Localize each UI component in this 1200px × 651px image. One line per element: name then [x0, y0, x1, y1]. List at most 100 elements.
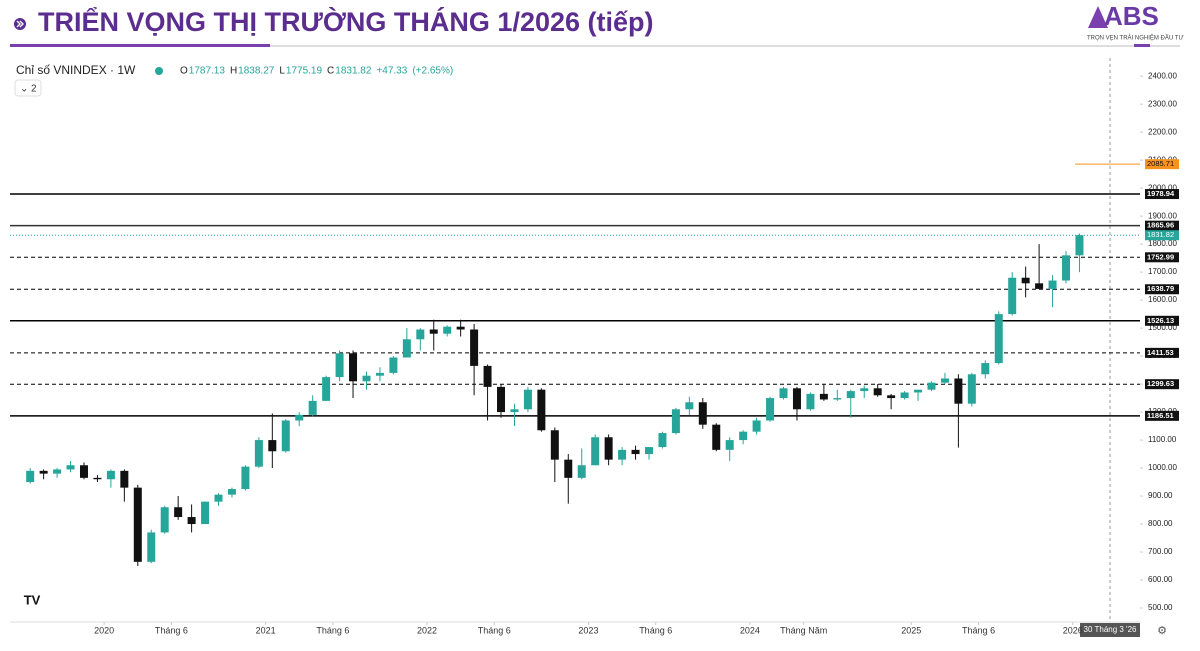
level-label: 1638.79: [1147, 284, 1174, 293]
settings-icon[interactable]: ⚙: [1157, 625, 1167, 637]
tv-logo: TV: [24, 592, 41, 607]
candle-body: [927, 382, 936, 390]
candle-body: [698, 402, 707, 425]
legend-value: 1787.13: [189, 66, 226, 77]
candle-body: [523, 389, 532, 410]
legend-value: (+2.65%): [412, 66, 453, 77]
candle-body: [470, 329, 479, 366]
indicator-toggle[interactable]: [14, 79, 42, 97]
candle-body: [349, 353, 358, 382]
level-label: 1865.96: [1147, 221, 1174, 230]
y-tick-label: 900.00: [1148, 491, 1173, 500]
candle-body: [725, 440, 734, 450]
legend-value: 1775.19: [286, 66, 323, 77]
candle-body: [792, 388, 801, 410]
candle-body: [900, 392, 909, 399]
candle-body: [66, 465, 75, 470]
candle-body: [227, 489, 236, 495]
candle-body: [618, 449, 627, 460]
candle-body: [1048, 280, 1057, 289]
y-tick-label: 1100.00: [1148, 435, 1177, 444]
candle-body: [268, 440, 277, 452]
candle-body: [456, 326, 465, 330]
logo-icon: [1088, 6, 1108, 28]
y-tick-label: 1700.00: [1148, 267, 1177, 276]
candle-body: [577, 465, 586, 478]
indicator-chevron: ⌄: [20, 84, 28, 95]
candle-body: [887, 395, 896, 399]
candle-body: [79, 465, 88, 478]
candle-body: [322, 377, 331, 401]
target-label: 2085.71: [1147, 159, 1174, 168]
candle-body: [685, 402, 694, 410]
candle-body: [133, 487, 142, 562]
last-price-bg: [1145, 230, 1179, 241]
candle-body: [389, 357, 398, 373]
candle-body: [174, 507, 183, 518]
candle-body: [967, 374, 976, 404]
candle-body: [214, 494, 223, 502]
x-tick-label: Tháng 6: [316, 625, 349, 635]
level-label: 1526.13: [1147, 316, 1174, 325]
candle-body: [712, 424, 721, 450]
chart-title: Chỉ số VNINDEX · 1W: [16, 63, 136, 77]
candle-body: [483, 365, 492, 387]
level-label: 1299.63: [1147, 379, 1174, 388]
candle-body: [644, 447, 653, 455]
candle-body: [26, 470, 35, 483]
level-label: 1411.53: [1147, 348, 1174, 357]
level-label: 1752.99: [1147, 252, 1174, 261]
candle-body: [537, 389, 546, 431]
status-dot: [155, 67, 163, 75]
candle-body: [631, 449, 640, 455]
x-tick-label: Tháng 6: [155, 625, 188, 635]
y-tick-label: 600.00: [1148, 575, 1173, 584]
x-tick-label: Tháng 6: [478, 625, 511, 635]
candle-body: [106, 470, 115, 480]
y-tick-label: 2400.00: [1148, 71, 1177, 80]
candle-body: [510, 409, 519, 413]
level-label-bg: [1145, 189, 1179, 200]
y-tick-label: 2300.00: [1148, 99, 1177, 108]
y-tick-label: 1900.00: [1148, 211, 1177, 220]
legend-key: H: [230, 66, 237, 77]
candle-body: [806, 393, 815, 410]
candle-body: [362, 375, 371, 382]
header-accent-right: [1134, 44, 1150, 47]
candle-body: [766, 398, 775, 421]
candle-body: [39, 470, 48, 474]
y-tick-label: 2200.00: [1148, 127, 1177, 136]
header-accent: [10, 44, 270, 47]
candle-body: [308, 400, 317, 415]
level-label: 1186.51: [1147, 411, 1174, 420]
crosshair-label: 30 Tháng 3 '26: [1084, 625, 1138, 634]
legend-key: L: [279, 66, 285, 77]
level-label-bg: [1145, 410, 1179, 421]
ohlc-legend: O 1787.13 H 1838.27 L 1775.19 C 1831.82 +47.33 (+…: [180, 66, 453, 77]
candle-body: [160, 507, 169, 533]
candle-body: [658, 433, 667, 448]
candle-body: [779, 388, 788, 399]
level-label-bg: [1145, 252, 1179, 263]
candle-body: [1062, 255, 1071, 281]
candle-body: [873, 388, 882, 396]
candle-body: [981, 363, 990, 375]
candle-body: [241, 466, 250, 490]
candle-body: [429, 329, 438, 334]
candle-body: [295, 414, 304, 421]
candle-body: [497, 386, 506, 413]
candle-body: [443, 326, 452, 334]
candle-body: [994, 314, 1003, 364]
candle-body: [375, 372, 384, 376]
x-tick-label: 2024: [740, 625, 760, 635]
x-tick-label: 2026: [1063, 625, 1083, 635]
x-tick-label: 2022: [417, 625, 437, 635]
level-label-bg: [1145, 347, 1179, 358]
candle-body: [402, 339, 411, 358]
crosshair-label-bg: [1080, 623, 1140, 637]
y-tick-label: 1600.00: [1148, 295, 1177, 304]
candle-body: [604, 437, 613, 460]
x-tick-label: 2020: [94, 625, 114, 635]
